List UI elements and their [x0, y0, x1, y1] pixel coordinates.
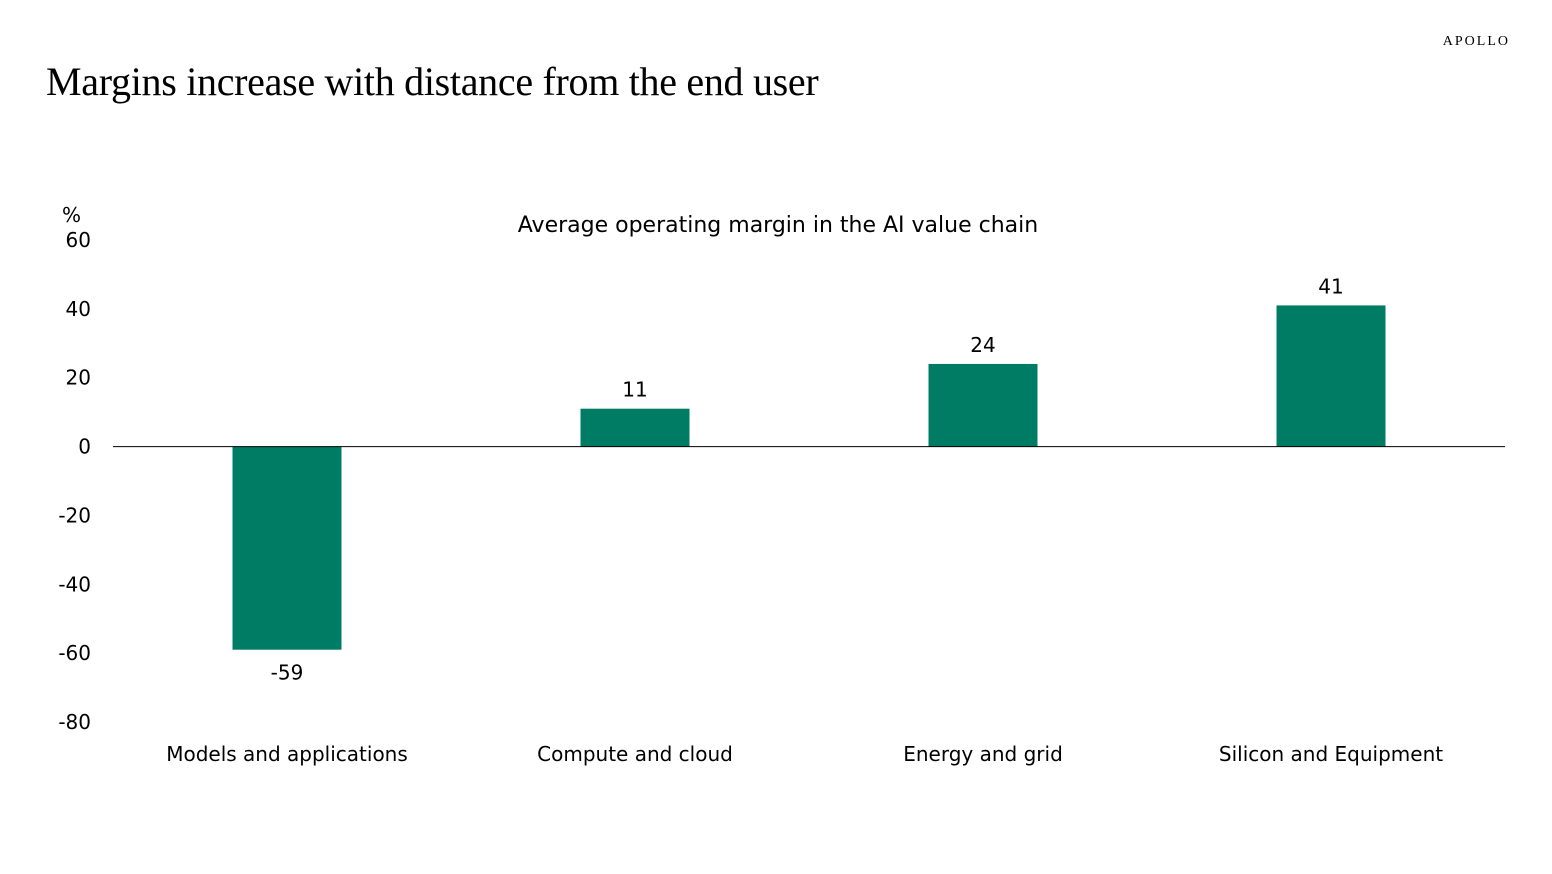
- y-tick-label: -40: [58, 572, 91, 596]
- y-tick-label: 60: [66, 228, 91, 252]
- data-labels-group: -59 11 24 41: [271, 274, 1344, 684]
- brand-logo: APOLLO: [1442, 34, 1510, 49]
- y-axis-ticks: 60 40 20 0 -20 -40 -60 -80: [58, 228, 91, 734]
- y-tick-label: -80: [58, 710, 91, 734]
- bar-value-label: 41: [1318, 274, 1343, 298]
- x-category-label: Silicon and Equipment: [1219, 742, 1443, 766]
- bar-value-label: 11: [622, 378, 647, 402]
- chart-title: Average operating margin in the AI value…: [518, 213, 1038, 238]
- y-tick-label: -60: [58, 641, 91, 665]
- y-tick-label: -20: [58, 503, 91, 527]
- bar: [580, 408, 690, 447]
- bar-value-label: 24: [970, 333, 995, 357]
- page-title: Margins increase with distance from the …: [46, 59, 819, 104]
- bar: [1276, 305, 1386, 447]
- x-category-label: Models and applications: [166, 742, 408, 766]
- bar: [232, 446, 342, 650]
- bar: [928, 363, 1038, 447]
- y-tick-label: 20: [66, 366, 91, 390]
- x-axis-labels: Models and applications Compute and cloud…: [166, 742, 1443, 766]
- bars-group: [232, 305, 1386, 650]
- y-axis-unit-label: %: [62, 203, 81, 227]
- y-tick-label: 40: [66, 297, 91, 321]
- x-category-label: Energy and grid: [903, 742, 1063, 766]
- bar-value-label: -59: [271, 661, 304, 685]
- y-tick-label: 0: [78, 435, 91, 459]
- x-category-label: Compute and cloud: [537, 742, 733, 766]
